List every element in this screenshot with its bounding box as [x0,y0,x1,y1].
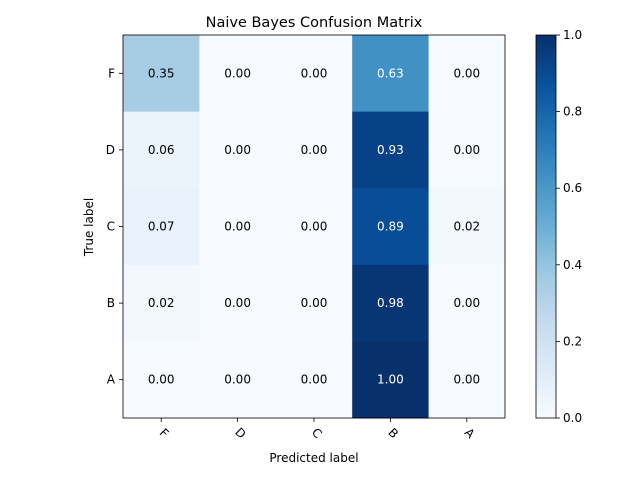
y-tick-label: F [108,66,115,80]
x-tick-label: D [232,425,248,441]
cell-value-label: 0.00 [301,373,328,387]
heatmap-cell [352,35,430,113]
heatmap-cell [199,111,277,189]
x-tick-label: A [462,425,478,441]
cell-value-label: 0.00 [301,66,328,80]
heatmap-cell [428,111,506,189]
cell-value-label: 0.89 [377,220,404,234]
cell-value-label: 0.00 [453,373,480,387]
cell-value-label: 0.00 [224,220,251,234]
cell-value-label: 0.02 [148,296,175,310]
cell-value-label: 0.00 [224,296,251,310]
heatmap-cell [123,35,200,113]
cell-value-label: 0.00 [301,220,328,234]
y-tick-label: A [107,373,116,387]
heatmap-cell [352,111,430,189]
y-axis-ticks: F D C B A [106,66,123,387]
heatmap-cell [275,35,353,113]
y-tick-label: B [107,296,115,310]
colorbar-tick-label: 0.6 [563,181,582,195]
y-tick-label: D [106,143,115,157]
colorbar-tick-label: 1.0 [563,28,582,42]
heatmap-cell [275,341,353,419]
cell-value-label: 0.00 [453,296,480,310]
cell-value-label: 0.00 [224,143,251,157]
x-tick-label: B [385,425,401,441]
cell-value-label: 0.00 [224,373,251,387]
heatmap-cell [123,264,200,342]
heatmap-cell [352,188,430,266]
cell-value-label: 0.98 [377,296,404,310]
heatmap-cell [352,264,430,342]
heatmap-cell [275,111,353,189]
x-tick-label: C [309,425,325,441]
heatmap-cell [428,264,506,342]
colorbar [535,34,557,419]
colorbar-tick-label: 0.2 [563,334,582,348]
cell-value-label: 0.00 [224,66,251,80]
heatmap-cell [428,188,506,266]
cell-value-label: 0.63 [377,66,404,80]
chart-title: Naive Bayes Confusion Matrix [206,15,423,31]
cell-value-label: 0.06 [148,143,175,157]
heatmap-cell [199,264,277,342]
y-axis-label: True label [82,198,96,257]
cell-value-label: 0.00 [148,373,175,387]
cell-value-label: 0.35 [148,66,175,80]
cell-value-label: 0.00 [453,143,480,157]
colorbar-ticks: 0.0 0.2 0.4 0.6 0.8 1.0 [556,28,582,425]
heatmap-cell [123,188,200,266]
heatmap-cell [275,264,353,342]
colorbar-tick-label: 0.0 [563,411,582,425]
x-tick-label: F [157,426,172,441]
heatmap-cell [123,111,200,189]
cell-value-labels: 0.35 0.00 0.00 0.63 0.00 0.06 0.00 0.00 0.93 0.00… [148,66,480,386]
heatmap-cell [275,188,353,266]
heatmap-cell [199,188,277,266]
cell-value-label: 0.00 [453,66,480,80]
cell-value-label: 0.00 [301,143,328,157]
x-axis-label: Predicted label [269,451,358,465]
heatmap-cell [199,35,277,113]
y-tick-label: C [107,220,115,234]
cell-value-label: 0.00 [301,296,328,310]
cell-value-label: 0.02 [453,220,480,234]
colorbar-tick-label: 0.4 [563,258,582,272]
heatmap-cell [123,341,200,419]
heatmap-cell [352,341,430,419]
colorbar-tick-label: 0.8 [563,105,582,119]
cell-value-label: 1.00 [377,373,404,387]
cell-value-label: 0.07 [148,220,175,234]
cell-value-label: 0.93 [377,143,404,157]
heatmap-cell [199,341,277,419]
heatmap-cell [428,35,506,113]
heatmap-cell [428,341,506,419]
heatmap-cells [123,35,506,419]
